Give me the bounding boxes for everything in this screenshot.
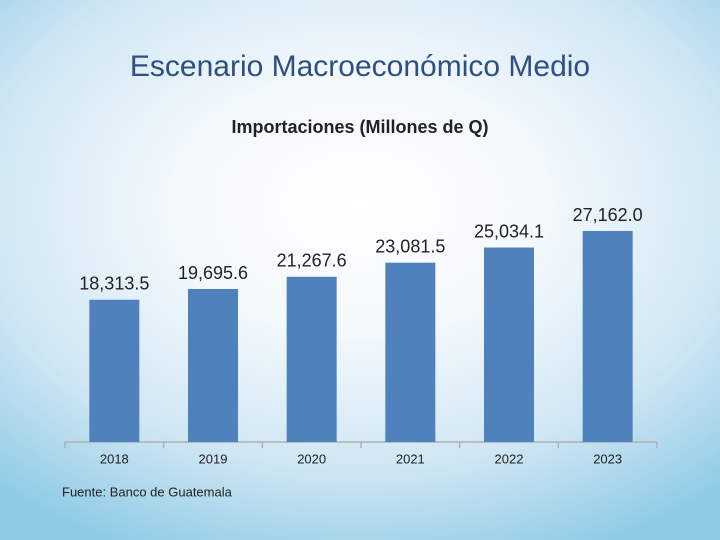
x-tick-label: 2018 <box>100 451 129 466</box>
bar <box>582 231 633 442</box>
bar <box>385 262 436 442</box>
x-tick-label: 2022 <box>495 451 524 466</box>
bar <box>484 247 534 442</box>
bar <box>89 299 140 442</box>
chart-title: Importaciones (Millones de Q) <box>231 117 488 137</box>
x-tick-label: 2019 <box>199 451 228 466</box>
data-label: 19,695.6 <box>178 263 248 283</box>
data-label: 18,313.5 <box>79 273 149 293</box>
data-label: 27,162.0 <box>573 205 643 225</box>
data-label: 23,081.5 <box>375 236 445 256</box>
slide-title: Escenario Macroeconómico Medio <box>130 50 590 83</box>
source-note: Fuente: Banco de Guatemala <box>62 484 233 499</box>
x-tick-label: 2021 <box>396 451 425 466</box>
bar <box>286 276 337 442</box>
x-tick-label: 2023 <box>593 451 622 466</box>
data-label: 25,034.1 <box>474 221 544 241</box>
data-label: 21,267.6 <box>277 251 347 271</box>
bar <box>188 289 238 442</box>
x-tick-label: 2020 <box>297 451 326 466</box>
